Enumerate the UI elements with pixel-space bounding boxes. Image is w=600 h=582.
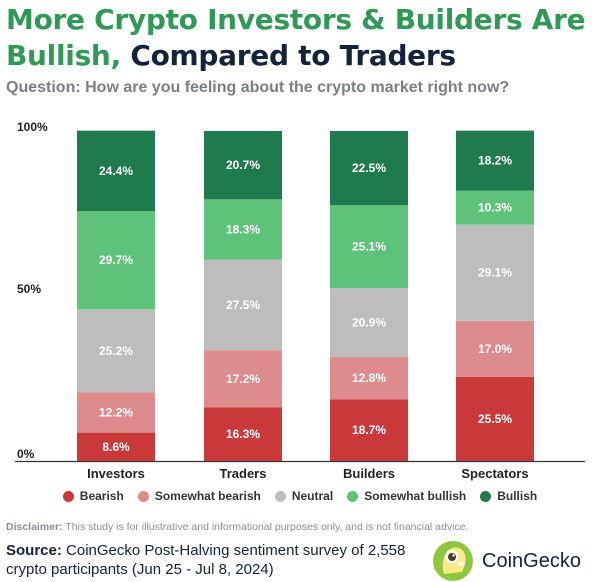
source-text: CoinGecko Post-Halving sentiment survey …: [6, 542, 406, 578]
bar-segment: [330, 131, 408, 206]
y-tick-label: 0%: [17, 447, 35, 461]
data-label: 10.3%: [478, 201, 512, 215]
category-label: Builders: [343, 466, 395, 481]
legend-swatch-somewhat-bearish: [137, 490, 149, 502]
legend-item-somewhat-bullish: Somewhat bullish: [347, 489, 466, 503]
bar-segment: [456, 320, 534, 377]
bar-segment: [330, 357, 408, 400]
legend-label: Bullish: [497, 489, 538, 503]
category-label: Investors: [87, 466, 145, 481]
bar-segment: [456, 130, 534, 191]
data-label: 29.1%: [478, 266, 512, 280]
data-label: 17.0%: [478, 342, 512, 356]
disclaimer-text: This study is for illustrative and infor…: [62, 521, 469, 533]
y-tick-label: 50%: [17, 282, 41, 296]
bar-segment: [204, 199, 282, 260]
bar-segment: [204, 259, 282, 351]
bar-segment: [456, 190, 534, 225]
data-label: 25.1%: [352, 240, 386, 254]
category-label: Spectators: [461, 466, 528, 481]
data-label: 25.2%: [99, 344, 133, 358]
category-label: Traders: [220, 466, 267, 481]
source-label: Source:: [6, 542, 62, 559]
coingecko-logo-icon: [433, 541, 473, 581]
legend-label: Bearish: [79, 489, 124, 503]
data-label: 16.3%: [226, 427, 260, 441]
data-label: 12.2%: [99, 405, 133, 419]
bar-segment: [456, 224, 534, 321]
data-label: 17.2%: [226, 372, 260, 386]
legend-item-bullish: Bullish: [480, 489, 537, 503]
bar-segment: [77, 130, 155, 212]
stacked-bar-chart: 0% 50% 100% 8.6% 12.2% 25.2% 29.7% 24.4% Investo…: [15, 120, 585, 481]
data-label: 22.5%: [352, 161, 386, 175]
brand-name: CoinGecko: [482, 549, 581, 572]
legend-label: Neutral: [291, 489, 334, 503]
source: Source: CoinGecko Post-Halving sentiment…: [6, 541, 406, 579]
bar-segment: [204, 407, 282, 461]
data-label: 12.8%: [352, 371, 386, 385]
bar-segment: [77, 432, 155, 461]
legend-item-neutral: Neutral: [274, 489, 334, 503]
bar-segment: [330, 399, 408, 461]
legend-swatch-neutral: [274, 490, 286, 502]
bar-segment: [330, 288, 408, 358]
legend-item-bearish: Bearish: [62, 489, 124, 503]
data-label: 29.7%: [99, 253, 133, 267]
data-label: 24.4%: [99, 164, 133, 178]
legend-label: Somewhat bearish: [154, 489, 261, 503]
bar-segment: [77, 392, 155, 433]
data-label: 20.7%: [226, 158, 260, 172]
legend-label: Somewhat bullish: [364, 489, 467, 503]
title-highlight: More Crypto Investors & Builders Are Bul…: [6, 3, 586, 72]
data-label: 8.6%: [102, 440, 130, 454]
disclaimer: Disclaimer: This study is for illustrati…: [6, 521, 596, 533]
data-label: 20.9%: [352, 316, 386, 330]
data-label: 27.5%: [226, 298, 260, 312]
data-label: 18.3%: [226, 223, 260, 237]
data-label: 18.7%: [352, 423, 386, 437]
data-label: 25.5%: [478, 412, 512, 426]
legend-swatch-somewhat-bullish: [347, 490, 359, 502]
disclaimer-label: Disclaimer:: [6, 521, 63, 533]
bar-segment: [77, 309, 155, 393]
title-rest: Compared to Traders: [120, 39, 456, 72]
bar-segment: [77, 211, 155, 310]
survey-question: Question: How are you feeling about the …: [6, 79, 510, 96]
legend-swatch-bullish: [480, 490, 492, 502]
legend-item-somewhat-bearish: Somewhat bearish: [137, 489, 261, 503]
legend-swatch-bearish: [62, 490, 74, 502]
bar-segment: [330, 205, 408, 289]
bar-segment: [204, 131, 282, 200]
legend: Bearish Somewhat bearish Neutral Somewha…: [0, 489, 600, 503]
bar-segment: [456, 376, 534, 461]
brand: CoinGecko: [432, 540, 581, 582]
bar-segment: [204, 350, 282, 408]
y-tick-label: 100%: [17, 120, 48, 134]
chart-title: More Crypto Investors & Builders Are Bul…: [6, 2, 596, 74]
data-label: 18.2%: [478, 154, 512, 168]
